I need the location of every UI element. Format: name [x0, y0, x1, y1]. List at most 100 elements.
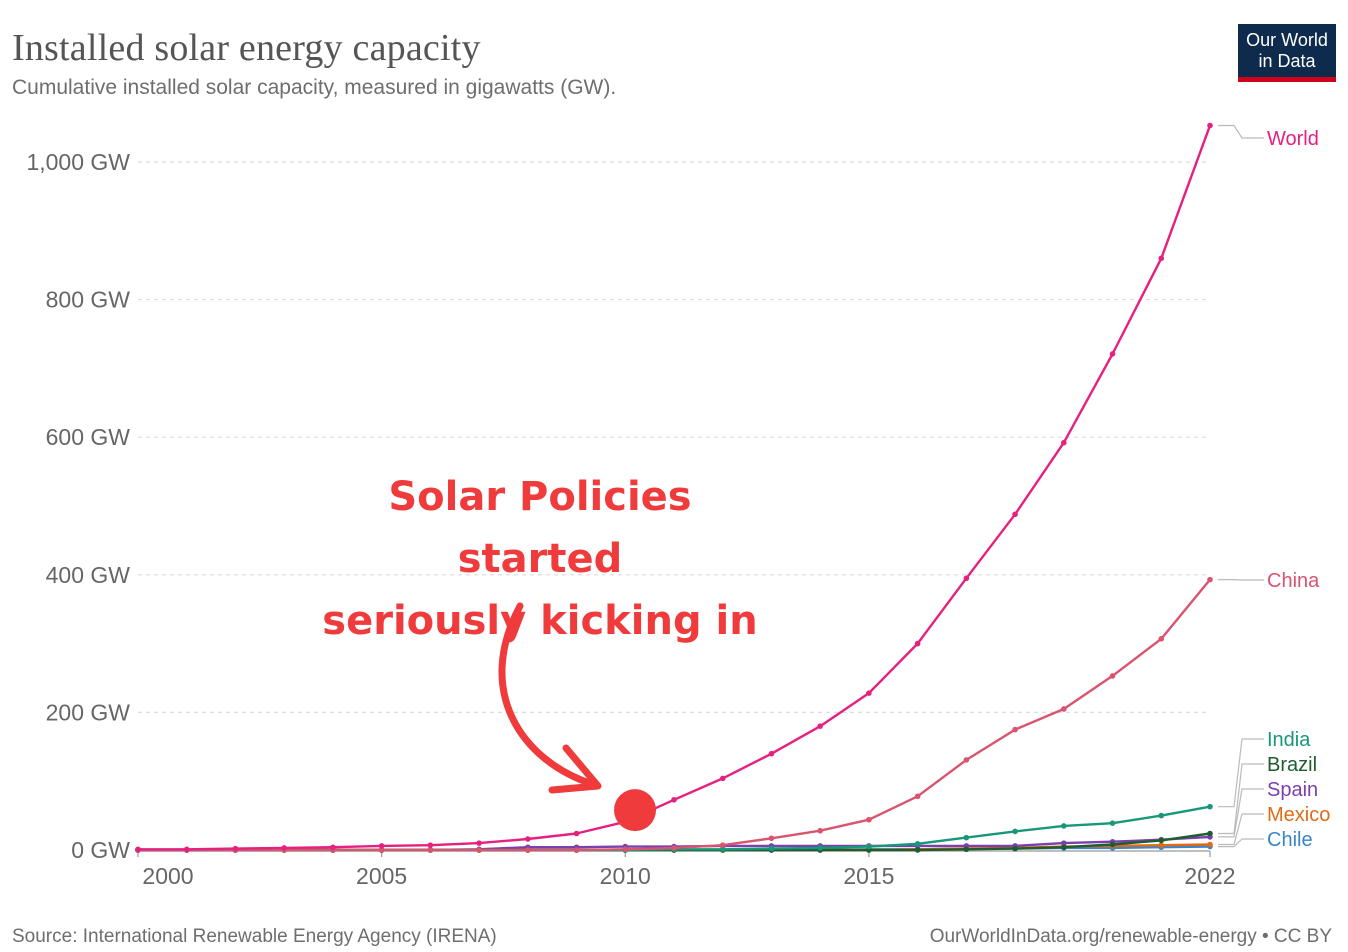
data-point-india	[1207, 803, 1213, 810]
credit-link[interactable]: OurWorldInData.org/renewable-energy • CC…	[929, 926, 1332, 947]
data-point-china	[914, 793, 921, 800]
data-point-china	[1207, 576, 1213, 583]
data-point-world	[427, 842, 434, 848]
data-point-world	[476, 840, 482, 846]
data-point-china	[1061, 706, 1067, 712]
y-tick-label: 1,000 GW	[26, 149, 130, 175]
data-point-china	[622, 846, 629, 853]
data-point-world	[281, 845, 287, 851]
annotation-text: Solar Policies started seriously kicking…	[300, 466, 780, 652]
data-point-china	[378, 847, 385, 853]
data-point-world	[768, 750, 775, 757]
chart-title: Installed solar energy capacity	[12, 27, 481, 69]
series-label-mexico: Mexico	[1267, 804, 1330, 826]
series-label-india: India	[1267, 729, 1311, 751]
leader-line	[1218, 124, 1264, 139]
annotation-arrow	[498, 602, 596, 788]
y-axis-ticks: 0 GW 200 GW 400 GW 600 GW 800 GW 1,000 GW	[26, 149, 130, 863]
data-point-spain	[1061, 840, 1067, 846]
data-point-brazil	[1061, 844, 1067, 851]
data-point-brazil	[1207, 830, 1213, 837]
annotation-line-2: seriously kicking in	[322, 598, 758, 644]
leader-line	[1218, 738, 1264, 808]
data-point-india	[768, 845, 775, 852]
series-label-china: China	[1267, 570, 1320, 592]
y-tick-label: 800 GW	[46, 287, 131, 313]
data-point-world	[866, 690, 872, 696]
logo-accent-bar	[1238, 77, 1336, 82]
data-point-world	[573, 830, 580, 837]
data-point-brazil	[963, 846, 970, 853]
data-point-world	[963, 575, 970, 582]
highlight-dot	[614, 789, 657, 832]
data-point-china	[573, 847, 580, 853]
data-point-china	[1158, 635, 1165, 642]
data-point-world	[1207, 122, 1213, 129]
data-point-world	[1109, 351, 1116, 357]
series-lines	[135, 122, 1213, 853]
data-point-india	[1012, 828, 1018, 835]
data-point-brazil	[1109, 841, 1116, 848]
x-axis: 2000 2005 2010 2015 2022	[137, 850, 1236, 889]
x-tick-label: 2010	[600, 863, 651, 889]
data-point-china	[719, 842, 726, 848]
annotation-graphics	[498, 602, 657, 832]
data-point-china	[1012, 726, 1018, 733]
grid-lines	[138, 161, 1210, 714]
data-point-world	[135, 846, 141, 853]
annotation-line-1: Solar Policies started	[388, 474, 692, 582]
data-point-china	[476, 847, 482, 853]
series-label-spain: Spain	[1267, 779, 1318, 801]
data-point-india	[817, 845, 823, 851]
data-point-china	[866, 816, 872, 823]
data-point-china	[671, 845, 677, 851]
series-label-world: World	[1267, 128, 1319, 150]
data-point-world	[1158, 255, 1165, 262]
y-tick-label: 400 GW	[46, 562, 131, 588]
source-note: Source: International Renewable Energy A…	[12, 926, 497, 947]
data-point-china	[525, 847, 531, 853]
data-point-india	[1061, 823, 1067, 829]
data-point-india	[1109, 820, 1116, 826]
data-point-china	[768, 835, 775, 842]
leader-line	[1218, 813, 1264, 846]
data-point-china	[817, 827, 823, 834]
data-point-world	[183, 846, 190, 853]
data-point-india	[1158, 812, 1165, 819]
data-point-china	[1109, 673, 1116, 679]
data-point-world	[1061, 439, 1067, 446]
logo-line-1: Our World	[1246, 30, 1328, 50]
data-point-mexico	[1207, 841, 1213, 848]
x-tick-label: 2005	[356, 863, 407, 889]
leader-line	[1218, 838, 1264, 848]
leader-line	[1218, 788, 1264, 838]
x-tick-label: 2022	[1184, 863, 1235, 889]
data-point-world	[817, 723, 823, 729]
x-tick-label: 2000	[142, 863, 193, 889]
y-tick-label: 200 GW	[46, 699, 131, 725]
data-point-brazil	[914, 847, 921, 853]
x-tick-label: 2015	[843, 863, 894, 889]
y-tick-label: 600 GW	[46, 424, 131, 450]
series-label-brazil: Brazil	[1267, 754, 1317, 776]
series-label-chile: Chile	[1267, 829, 1313, 851]
data-point-india	[719, 846, 726, 853]
chart-subtitle: Cumulative installed solar capacity, mea…	[12, 76, 617, 99]
data-point-india	[963, 834, 970, 841]
owid-logo[interactable]: Our World in Data	[1238, 24, 1336, 82]
data-point-world	[719, 775, 726, 782]
data-point-world	[232, 845, 239, 852]
logo-line-2: in Data	[1258, 51, 1316, 71]
data-point-world	[671, 796, 677, 803]
data-point-world	[378, 843, 385, 849]
y-tick-label: 0 GW	[71, 837, 130, 863]
data-point-china	[427, 847, 434, 853]
data-point-china	[963, 757, 970, 763]
series-labels: World China India Brazil Spain Mexico Chile	[1218, 124, 1330, 851]
data-point-brazil	[1012, 845, 1018, 852]
annotation-arrowhead	[548, 744, 602, 794]
data-point-world	[1012, 511, 1018, 518]
data-point-brazil	[1158, 837, 1165, 844]
data-point-world	[330, 844, 336, 851]
